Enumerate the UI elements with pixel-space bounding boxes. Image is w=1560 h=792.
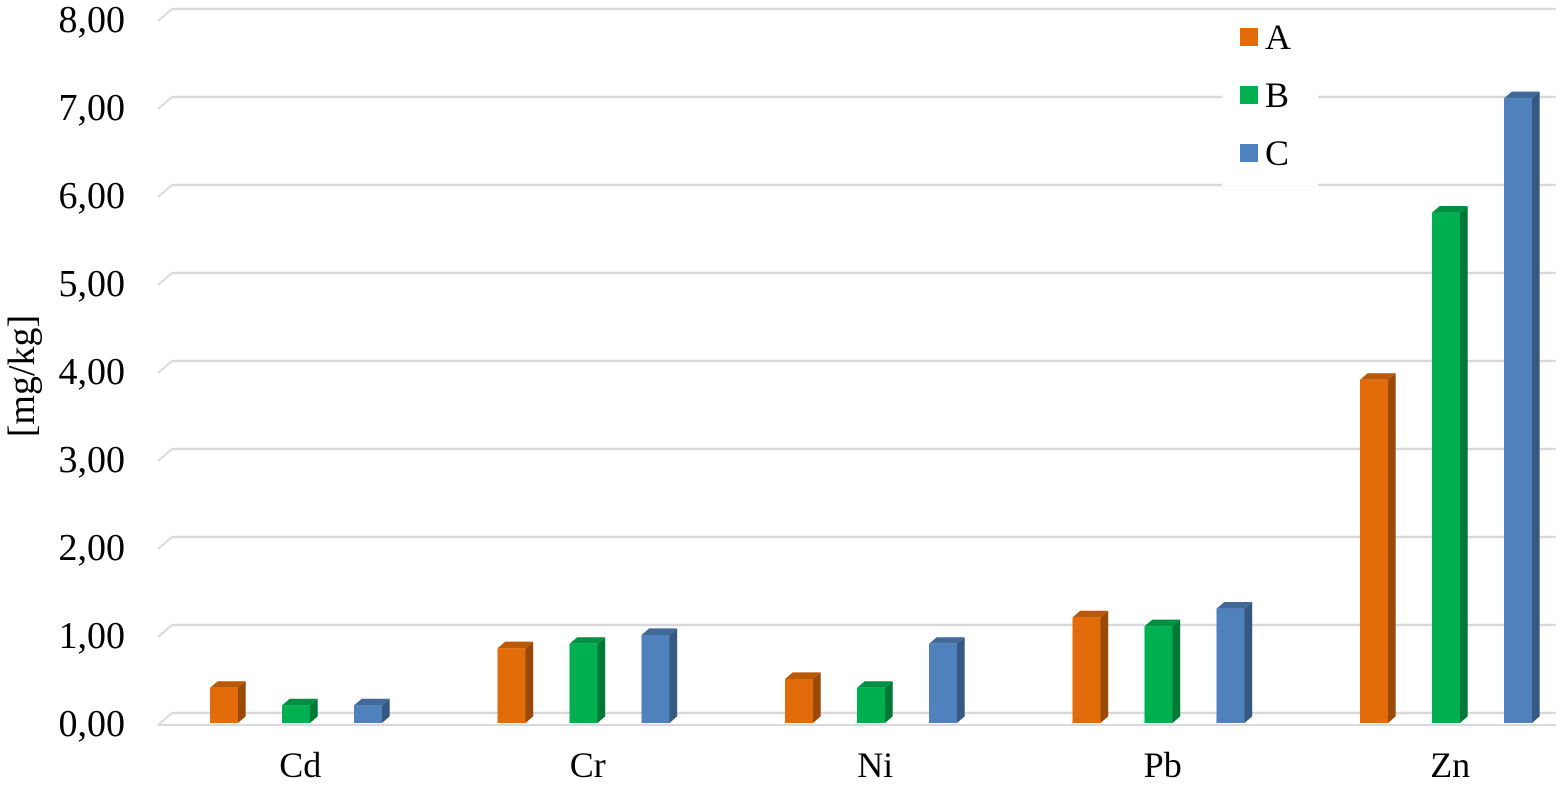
gridline bbox=[157, 95, 1556, 110]
legend-label: B bbox=[1265, 75, 1289, 115]
x-axis-category-labels: Cd Cr Ni Pb Zn bbox=[279, 745, 1470, 785]
gridline bbox=[157, 359, 1556, 374]
y-tick-label: 7,00 bbox=[59, 87, 126, 129]
y-tick-label: 2,00 bbox=[59, 527, 126, 569]
bar bbox=[857, 681, 893, 723]
y-tick-label: 0,00 bbox=[59, 703, 126, 745]
y-tick-label: 6,00 bbox=[59, 175, 126, 217]
gridline bbox=[157, 447, 1556, 462]
legend: ABC bbox=[1222, 14, 1318, 186]
bar bbox=[1144, 619, 1181, 723]
bar bbox=[1504, 91, 1540, 724]
legend-item: C bbox=[1240, 133, 1289, 173]
x-category-label: Zn bbox=[1430, 745, 1470, 785]
legend-swatch bbox=[1240, 144, 1258, 162]
gridlines bbox=[157, 7, 1556, 726]
bar bbox=[569, 637, 606, 723]
y-axis-tick-labels: 0,00 1,00 2,00 3,00 4,00 5,00 6,00 7,00 8,00 bbox=[59, 0, 126, 745]
gridline bbox=[157, 535, 1556, 550]
bar bbox=[210, 681, 246, 723]
y-tick-label: 4,00 bbox=[59, 351, 126, 393]
y-tick-label: 1,00 bbox=[59, 615, 126, 657]
bar bbox=[282, 698, 318, 723]
gridline bbox=[157, 271, 1556, 286]
bars bbox=[210, 91, 1540, 724]
legend-item: B bbox=[1240, 75, 1289, 115]
legend-swatch bbox=[1240, 86, 1258, 104]
gridline bbox=[157, 623, 1556, 638]
y-axis-title: [mg/kg] bbox=[1, 315, 43, 437]
gridline bbox=[157, 183, 1556, 198]
bar bbox=[1216, 602, 1253, 723]
bar bbox=[929, 637, 965, 723]
bar bbox=[641, 628, 678, 723]
gridline bbox=[157, 7, 1556, 22]
legend-item: A bbox=[1240, 17, 1291, 57]
legend-label: A bbox=[1265, 17, 1291, 57]
bar bbox=[1072, 610, 1109, 723]
x-category-label: Cd bbox=[279, 745, 321, 785]
bar bbox=[497, 641, 534, 723]
x-category-label: Ni bbox=[857, 745, 893, 785]
x-category-label: Cr bbox=[570, 745, 606, 785]
y-tick-label: 3,00 bbox=[59, 439, 126, 481]
y-tick-label: 8,00 bbox=[59, 0, 126, 41]
x-category-label: Pb bbox=[1144, 745, 1182, 785]
legend-background bbox=[1222, 14, 1318, 186]
legend-label: C bbox=[1265, 133, 1289, 173]
y-tick-label: 5,00 bbox=[59, 263, 126, 305]
legend-swatch bbox=[1240, 28, 1258, 46]
bar bbox=[1432, 206, 1468, 723]
bar bbox=[785, 672, 821, 723]
bar bbox=[354, 698, 390, 723]
bar bbox=[1360, 373, 1396, 723]
